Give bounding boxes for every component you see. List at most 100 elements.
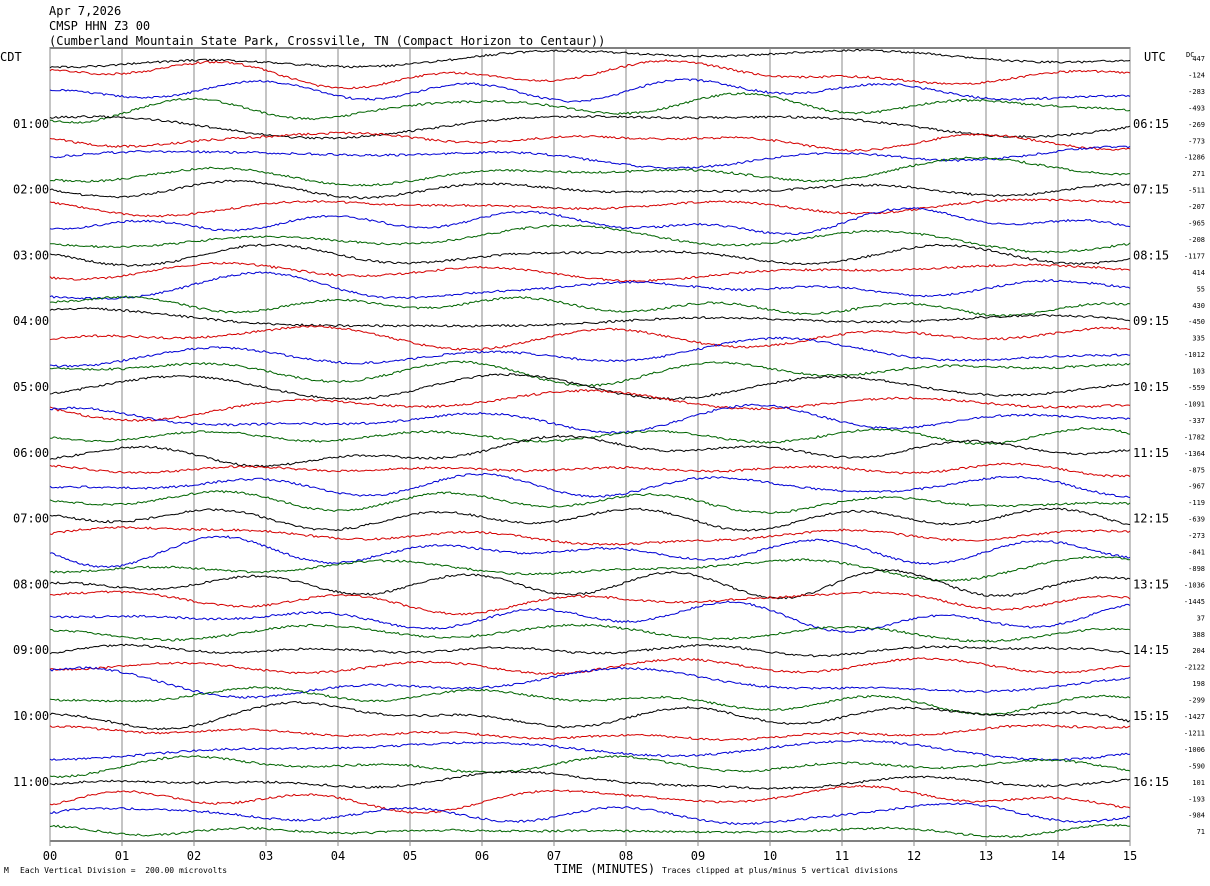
seismic-trace [49, 724, 1131, 742]
seismic-trace [49, 568, 1131, 600]
dc-offset-label: -1177 [1184, 252, 1205, 260]
x-tick-label: 08 [619, 849, 633, 863]
dc-offset-label: -337 [1188, 417, 1205, 425]
seismic-trace [49, 145, 1131, 170]
utc-hour-label: 10:15 [1133, 380, 1169, 394]
x-tick-label: 11 [835, 849, 849, 863]
x-tick-label: 05 [403, 849, 417, 863]
dc-offset-label: 447 [1192, 55, 1205, 63]
dc-offset-label: -773 [1188, 137, 1205, 145]
dc-offset-label: -511 [1188, 187, 1205, 195]
dc-offset-label: -1036 [1184, 581, 1205, 589]
seismic-trace [49, 307, 1131, 328]
dc-offset-label: -450 [1188, 318, 1205, 326]
dc-offset-label: -984 [1188, 812, 1205, 820]
seismic-trace [49, 462, 1131, 478]
x-tick-label: 13 [979, 849, 993, 863]
cdt-hour-label: 11:00 [13, 775, 49, 789]
utc-hour-label: 08:15 [1133, 248, 1169, 262]
utc-hour-label: 16:15 [1133, 775, 1169, 789]
dc-offset-label: -1012 [1184, 351, 1205, 359]
seismic-trace [49, 59, 1131, 90]
dc-offset-label: -493 [1188, 104, 1205, 112]
dc-offset-label: -639 [1188, 516, 1205, 524]
cdt-hour-label: 03:00 [13, 248, 49, 262]
dc-offset-label: -1006 [1184, 746, 1205, 754]
seismic-trace [49, 271, 1131, 300]
dc-offset-label: 430 [1192, 302, 1205, 310]
seismic-trace [49, 295, 1131, 317]
dc-offset-label: -273 [1188, 532, 1205, 540]
dc-offset-label: 414 [1192, 269, 1205, 277]
seismic-trace [49, 526, 1131, 546]
dc-offset-label: -2122 [1184, 664, 1205, 672]
utc-hour-label: 11:15 [1133, 446, 1169, 460]
seismic-trace [49, 770, 1131, 790]
x-tick-label: 01 [115, 849, 129, 863]
dc-label: DC [1186, 51, 1194, 59]
dc-offset-label: -967 [1188, 483, 1205, 491]
corner-mark: M [4, 866, 9, 875]
seismic-trace [49, 823, 1131, 838]
x-tick-label: 00 [43, 849, 57, 863]
seismic-trace [49, 600, 1131, 633]
dc-offset-label: -119 [1188, 499, 1205, 507]
dc-offset-label: -269 [1188, 121, 1205, 129]
dc-offset-label: -299 [1188, 697, 1205, 705]
utc-hour-label: 12:15 [1133, 512, 1169, 526]
seismic-trace [49, 261, 1131, 283]
seismic-trace [49, 434, 1131, 468]
dc-offset-label: -590 [1188, 762, 1205, 770]
utc-hour-label: 15:15 [1133, 709, 1169, 723]
seismic-trace [49, 92, 1131, 124]
seismic-trace [49, 336, 1131, 368]
dc-offset-label: -898 [1188, 565, 1205, 573]
seismic-trace [49, 666, 1131, 699]
dc-offset-label: 37 [1197, 614, 1205, 622]
dc-offset-label: -208 [1188, 236, 1205, 244]
dc-offset-label: -124 [1188, 71, 1205, 79]
dc-offset-label: -193 [1188, 795, 1205, 803]
seismic-trace [49, 700, 1131, 731]
seismic-trace [49, 489, 1131, 514]
x-tick-label: 03 [259, 849, 273, 863]
seismic-trace [49, 131, 1131, 152]
seismic-trace [49, 243, 1131, 267]
utc-hour-label: 07:15 [1133, 183, 1169, 197]
x-tick-label: 15 [1123, 849, 1137, 863]
plot-date: Apr 7,2026 [49, 4, 122, 18]
cdt-hour-label: 02:00 [13, 183, 49, 197]
cdt-hour-label: 07:00 [13, 512, 49, 526]
dc-offset-label: -207 [1188, 203, 1205, 211]
seismic-trace [49, 360, 1131, 387]
seismic-trace [49, 472, 1131, 499]
seismic-trace [49, 623, 1131, 644]
dc-offset-label: -965 [1188, 220, 1205, 228]
seismic-trace [49, 784, 1131, 815]
x-tick-label: 04 [331, 849, 345, 863]
cdt-hour-label: 08:00 [13, 577, 49, 591]
dc-offset-label: 198 [1192, 680, 1205, 688]
seismic-trace [49, 115, 1131, 140]
cdt-hour-label: 05:00 [13, 380, 49, 394]
dc-offset-label: -1782 [1184, 433, 1205, 441]
dc-offset-label: 388 [1192, 631, 1205, 639]
utc-hour-label: 14:15 [1133, 643, 1169, 657]
seismic-trace [49, 325, 1131, 352]
seismic-trace [49, 535, 1131, 569]
dc-offset-label: -1211 [1184, 729, 1205, 737]
x-tick-label: 14 [1051, 849, 1065, 863]
dc-offset-label: -1364 [1184, 450, 1205, 458]
cdt-hour-label: 10:00 [13, 709, 49, 723]
dc-offset-label: -559 [1188, 384, 1205, 392]
cdt-hour-label: 09:00 [13, 643, 49, 657]
seismic-trace [49, 198, 1131, 218]
seismic-trace [49, 224, 1131, 254]
cdt-hour-label: 01:00 [13, 117, 49, 131]
left-axis-label: CDT [0, 50, 22, 64]
plot-station: (Cumberland Mountain State Park, Crossvi… [49, 34, 606, 48]
dc-offset-label: 204 [1192, 647, 1205, 655]
dc-offset-label: -875 [1188, 466, 1205, 474]
seismic-trace [50, 590, 1131, 616]
